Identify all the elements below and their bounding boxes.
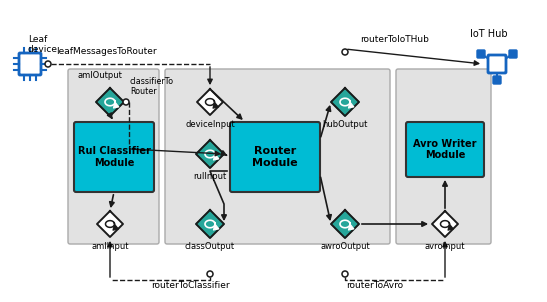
- Polygon shape: [196, 140, 224, 168]
- Text: deviceInput: deviceInput: [185, 120, 235, 129]
- Text: ruIInput: ruIInput: [194, 172, 226, 181]
- Text: Avro Writer
Module: Avro Writer Module: [413, 139, 477, 160]
- Circle shape: [207, 271, 213, 277]
- FancyBboxPatch shape: [396, 69, 491, 244]
- Text: routerToAvro: routerToAvro: [346, 281, 404, 290]
- FancyBboxPatch shape: [406, 122, 484, 177]
- FancyBboxPatch shape: [165, 69, 390, 244]
- Text: Router
Module: Router Module: [252, 146, 298, 168]
- Text: amlOutput: amlOutput: [78, 71, 123, 80]
- Text: RuI Classifier
Module: RuI Classifier Module: [78, 146, 150, 168]
- Text: leafMessagesToRouter: leafMessagesToRouter: [56, 47, 156, 56]
- Text: awroOutput: awroOutput: [320, 242, 370, 251]
- Circle shape: [342, 49, 348, 55]
- Polygon shape: [97, 211, 123, 237]
- Text: Leaf
device: Leaf device: [28, 35, 58, 54]
- FancyBboxPatch shape: [493, 76, 501, 84]
- Text: classOutput: classOutput: [185, 242, 235, 251]
- Polygon shape: [197, 89, 223, 115]
- Text: classifierTo
Router: classifierTo Router: [130, 77, 174, 96]
- FancyBboxPatch shape: [509, 50, 517, 58]
- Circle shape: [342, 271, 348, 277]
- Text: amlInput: amlInput: [91, 242, 129, 251]
- FancyBboxPatch shape: [68, 69, 159, 244]
- Polygon shape: [196, 210, 224, 238]
- FancyBboxPatch shape: [477, 50, 485, 58]
- Text: avroInput: avroInput: [425, 242, 465, 251]
- FancyBboxPatch shape: [19, 53, 41, 75]
- Text: routerToIoTHub: routerToIoTHub: [360, 35, 429, 44]
- Polygon shape: [432, 211, 458, 237]
- Circle shape: [123, 99, 129, 105]
- Text: IoT Hub: IoT Hub: [470, 29, 508, 39]
- Polygon shape: [331, 88, 359, 116]
- FancyBboxPatch shape: [230, 122, 320, 192]
- Circle shape: [45, 61, 51, 67]
- Polygon shape: [96, 88, 124, 116]
- Text: hubOutput: hubOutput: [322, 120, 368, 129]
- FancyBboxPatch shape: [74, 122, 154, 192]
- Polygon shape: [331, 210, 359, 238]
- FancyBboxPatch shape: [488, 55, 506, 73]
- Text: routerToClassifier: routerToClassifier: [150, 281, 229, 290]
